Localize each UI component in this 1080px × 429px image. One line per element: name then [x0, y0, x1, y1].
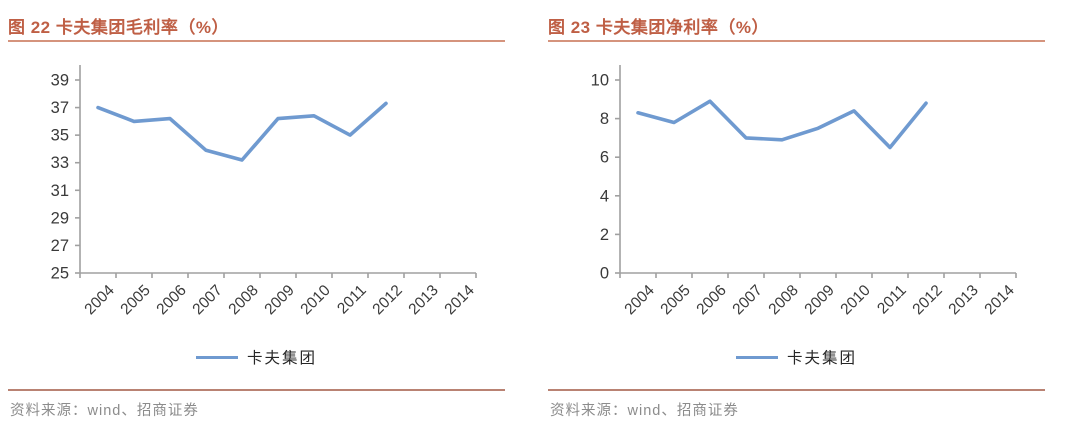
figure-23-panel: 图 23 卡夫集团净利率（%） 0 2 4 6 8 10 2004 2005 2006 2007 2…	[548, 0, 1048, 429]
y-tick-label: 25	[51, 265, 69, 283]
figure-23-source-note: 资料来源：wind、招商证券	[550, 403, 739, 419]
y-tick-label: 27	[51, 237, 69, 255]
y-tick-label: 39	[51, 72, 69, 90]
y-tick-label: 2	[600, 226, 609, 244]
x-tick-label: 2014	[441, 282, 478, 319]
x-tick-label: 2004	[621, 282, 658, 319]
x-tick-label: 2005	[117, 282, 153, 318]
x-tick-label: 2008	[765, 282, 801, 318]
legend-series-label: 卡夫集团	[246, 350, 317, 367]
y-tick-label: 8	[600, 110, 609, 128]
y-tick-label: 10	[591, 72, 609, 90]
x-tick-label: 2007	[189, 282, 225, 318]
x-tick-label: 2010	[297, 282, 334, 319]
figure-23-title: 图 23 卡夫集团净利率（%）	[548, 18, 769, 37]
x-tick-label: 2013	[945, 282, 981, 318]
y-tick-label: 33	[51, 154, 69, 172]
figure-22-panel: 图 22 卡夫集团毛利率（%） 25 27 29 31 33 35 37 39 2004 2005…	[8, 0, 508, 429]
y-tick-label: 35	[51, 127, 69, 145]
figure-23-title-underline	[548, 40, 1045, 42]
legend-line-swatch	[735, 355, 778, 359]
y-tick-label: 0	[600, 265, 609, 283]
x-tick-label: 2007	[729, 282, 765, 318]
x-tick-label: 2006	[693, 282, 729, 318]
x-tick-label: 2011	[874, 282, 910, 318]
figure-22-legend: 卡夫集团	[8, 344, 505, 370]
x-tick-label: 2006	[153, 282, 189, 318]
y-tick-label: 6	[600, 149, 609, 167]
figure-22-title-underline	[8, 40, 505, 42]
x-tick-label: 2012	[909, 282, 945, 318]
figure-22-source-note: 资料来源：wind、招商证券	[10, 403, 199, 419]
x-tick-label: 2011	[334, 282, 370, 318]
gross-margin-chart: 25 27 29 31 33 35 37 39 2004 2005 2006 2007 2008 2009…	[51, 65, 478, 319]
series-line	[96, 101, 388, 162]
y-tick-label: 29	[51, 209, 69, 227]
figure-23-legend: 卡夫集团	[548, 344, 1045, 370]
figure-22-title: 图 22 卡夫集团毛利率（%）	[8, 18, 229, 37]
x-tick-label: 2012	[369, 282, 405, 318]
x-tick-label: 2010	[837, 282, 874, 319]
legend-series-label: 卡夫集团	[786, 350, 857, 367]
x-tick-label: 2008	[225, 282, 261, 318]
figure-22-bottom-rule	[8, 389, 505, 391]
y-tick-label: 37	[51, 99, 69, 117]
figure-23-bottom-rule	[548, 389, 1045, 391]
x-tick-label: 2009	[261, 282, 297, 318]
x-tick-label: 2005	[657, 282, 693, 318]
x-tick-label: 2013	[405, 282, 441, 318]
series-line	[636, 99, 928, 150]
legend-line-swatch	[195, 355, 238, 359]
x-tick-label: 2014	[981, 282, 1018, 319]
x-tick-label: 2004	[81, 282, 118, 319]
y-tick-label: 31	[51, 182, 69, 200]
x-tick-label: 2009	[801, 282, 837, 318]
y-tick-label: 4	[600, 187, 609, 205]
